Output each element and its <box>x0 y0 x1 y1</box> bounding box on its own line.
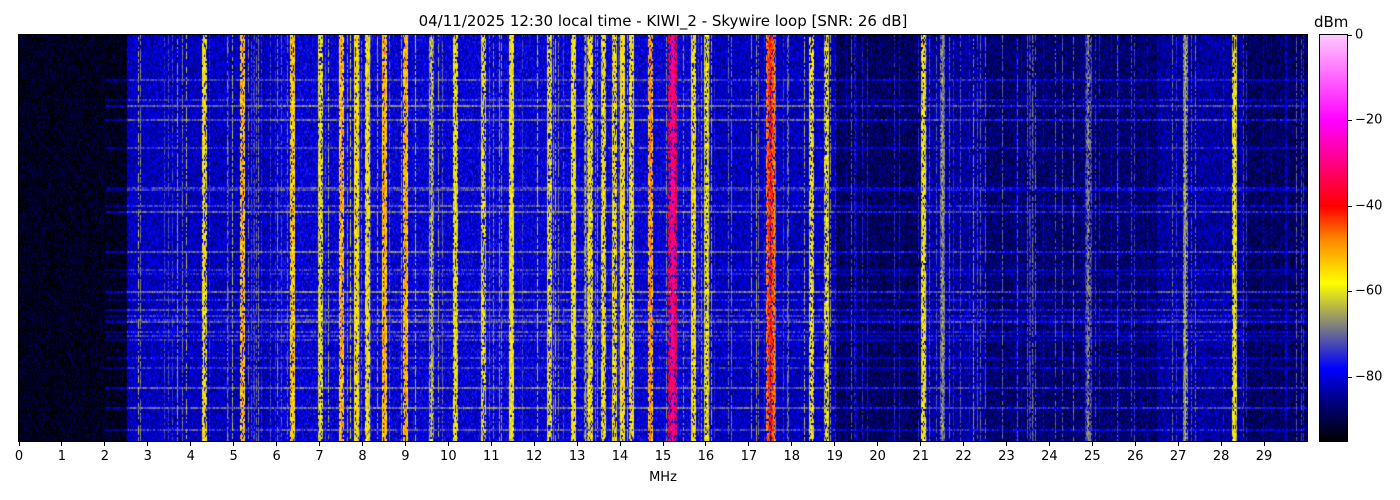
x-tick <box>1048 441 1050 446</box>
colorbar-tick-label: −80 <box>1355 369 1383 385</box>
x-tick <box>533 441 535 446</box>
colorbar-tick <box>1347 35 1352 36</box>
x-tick <box>748 441 750 446</box>
x-tick-label: 9 <box>401 449 410 464</box>
colorbar-gradient <box>1320 35 1347 441</box>
x-tick-label: 7 <box>315 449 324 464</box>
x-tick-label: 27 <box>1169 449 1187 464</box>
x-tick-label: 15 <box>654 449 672 464</box>
x-tick <box>276 441 278 446</box>
x-tick-label: 24 <box>1041 449 1058 464</box>
x-tick-label: 8 <box>358 449 367 464</box>
spectrogram-heatmap <box>19 35 1307 441</box>
colorbar-tick-label: 0 <box>1355 27 1364 43</box>
colorbar-tick-label: −60 <box>1355 283 1383 299</box>
colorbar <box>1319 34 1348 442</box>
x-tick-label: 16 <box>697 449 715 464</box>
x-tick-label: 29 <box>1255 449 1273 464</box>
spectrogram-plot <box>18 34 1308 442</box>
chart-title: 04/11/2025 12:30 local time - KIWI_2 - S… <box>418 12 908 30</box>
x-tick <box>319 441 321 446</box>
x-tick <box>233 441 235 446</box>
x-tick <box>834 441 836 446</box>
x-tick-label: 5 <box>229 449 238 464</box>
x-tick <box>791 441 793 446</box>
x-tick <box>877 441 879 446</box>
x-tick-label: 4 <box>186 449 195 464</box>
x-tick <box>104 441 106 446</box>
x-tick <box>18 441 20 446</box>
x-tick <box>447 441 449 446</box>
x-tick-label: 3 <box>143 449 152 464</box>
x-tick <box>404 441 406 446</box>
x-tick-label: 12 <box>525 449 543 464</box>
x-tick-label: 23 <box>998 449 1015 464</box>
x-tick <box>361 441 363 446</box>
colorbar-tick <box>1347 376 1352 378</box>
x-tick <box>147 441 149 446</box>
x-tick <box>1263 441 1265 446</box>
x-tick-label: 0 <box>14 449 24 464</box>
x-tick <box>1177 441 1179 446</box>
x-tick-label: 13 <box>568 449 586 464</box>
colorbar-tick <box>1347 291 1352 293</box>
x-tick-label: 20 <box>869 449 886 464</box>
x-tick <box>705 441 707 446</box>
x-tick-label: 10 <box>440 449 457 464</box>
colorbar-tick <box>1347 205 1352 207</box>
x-tick <box>490 441 492 446</box>
colorbar-tick-label: −40 <box>1355 198 1383 214</box>
x-tick-label: 19 <box>826 449 843 464</box>
x-tick-label: 6 <box>272 449 281 464</box>
colorbar-tick <box>1347 120 1352 122</box>
x-tick <box>1220 441 1222 446</box>
x-tick <box>662 441 664 446</box>
x-tick-label: 25 <box>1084 449 1101 464</box>
x-tick <box>1005 441 1007 446</box>
x-axis-label: MHz <box>649 470 677 485</box>
x-tick-label: 17 <box>740 449 758 464</box>
x-tick <box>576 441 578 446</box>
colorbar-label: dBm <box>1314 13 1349 31</box>
x-tick <box>1134 441 1136 446</box>
x-tick-label: 11 <box>482 449 500 464</box>
x-tick-label: 26 <box>1126 449 1144 464</box>
x-tick-label: 1 <box>57 449 67 464</box>
x-tick <box>619 441 621 446</box>
x-tick <box>1091 441 1093 446</box>
x-tick <box>61 441 63 446</box>
x-tick <box>963 441 965 446</box>
x-tick-label: 2 <box>100 449 109 464</box>
x-tick-label: 21 <box>912 449 929 464</box>
x-tick-label: 22 <box>955 449 972 464</box>
colorbar-tick-label: −20 <box>1355 112 1383 128</box>
x-tick-label: 28 <box>1212 449 1230 464</box>
x-tick-label: 18 <box>783 449 801 464</box>
x-tick <box>920 441 922 446</box>
x-tick <box>190 441 192 446</box>
x-tick-label: 14 <box>611 449 629 464</box>
